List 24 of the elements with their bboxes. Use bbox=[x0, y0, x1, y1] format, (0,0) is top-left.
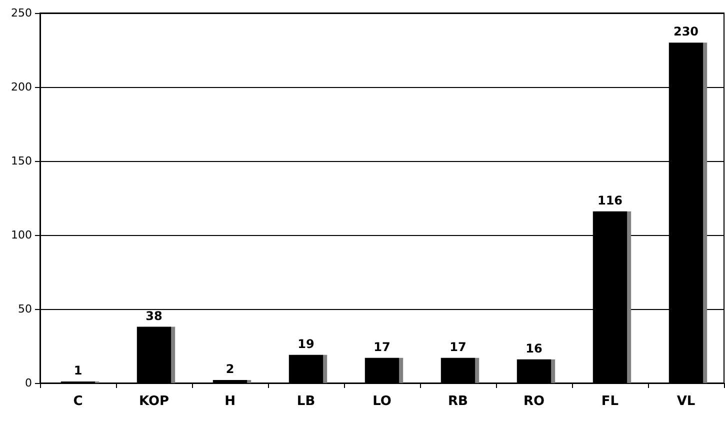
x-tick-label: LO bbox=[372, 394, 392, 409]
y-tick-label: 250 bbox=[11, 6, 32, 20]
data-label: 17 bbox=[450, 340, 466, 354]
data-label: 16 bbox=[526, 341, 542, 356]
data-label: 1 bbox=[74, 364, 82, 378]
data-label: 230 bbox=[673, 24, 699, 39]
x-tick-label: RO bbox=[523, 394, 545, 409]
x-tick-label: H bbox=[224, 394, 236, 409]
data-label: 38 bbox=[146, 308, 162, 323]
data-label: 116 bbox=[597, 193, 623, 208]
x-tick-label: VL bbox=[676, 394, 696, 409]
x-tick-label: KOP bbox=[138, 394, 170, 409]
y-tick-label: 50 bbox=[18, 302, 32, 316]
x-tick-label: LB bbox=[296, 394, 316, 409]
data-label: 17 bbox=[374, 340, 390, 354]
data-label: 19 bbox=[298, 336, 314, 351]
y-tick-label: 0 bbox=[25, 376, 32, 390]
x-tick-label: C bbox=[73, 394, 83, 409]
y-tick-label: 100 bbox=[11, 228, 32, 242]
y-tick-label: 150 bbox=[11, 154, 32, 168]
x-tick-label: FL bbox=[601, 394, 619, 409]
x-tick-label: RB bbox=[448, 394, 468, 409]
data-label: 2 bbox=[226, 362, 234, 376]
y-tick-label: 200 bbox=[11, 80, 32, 94]
